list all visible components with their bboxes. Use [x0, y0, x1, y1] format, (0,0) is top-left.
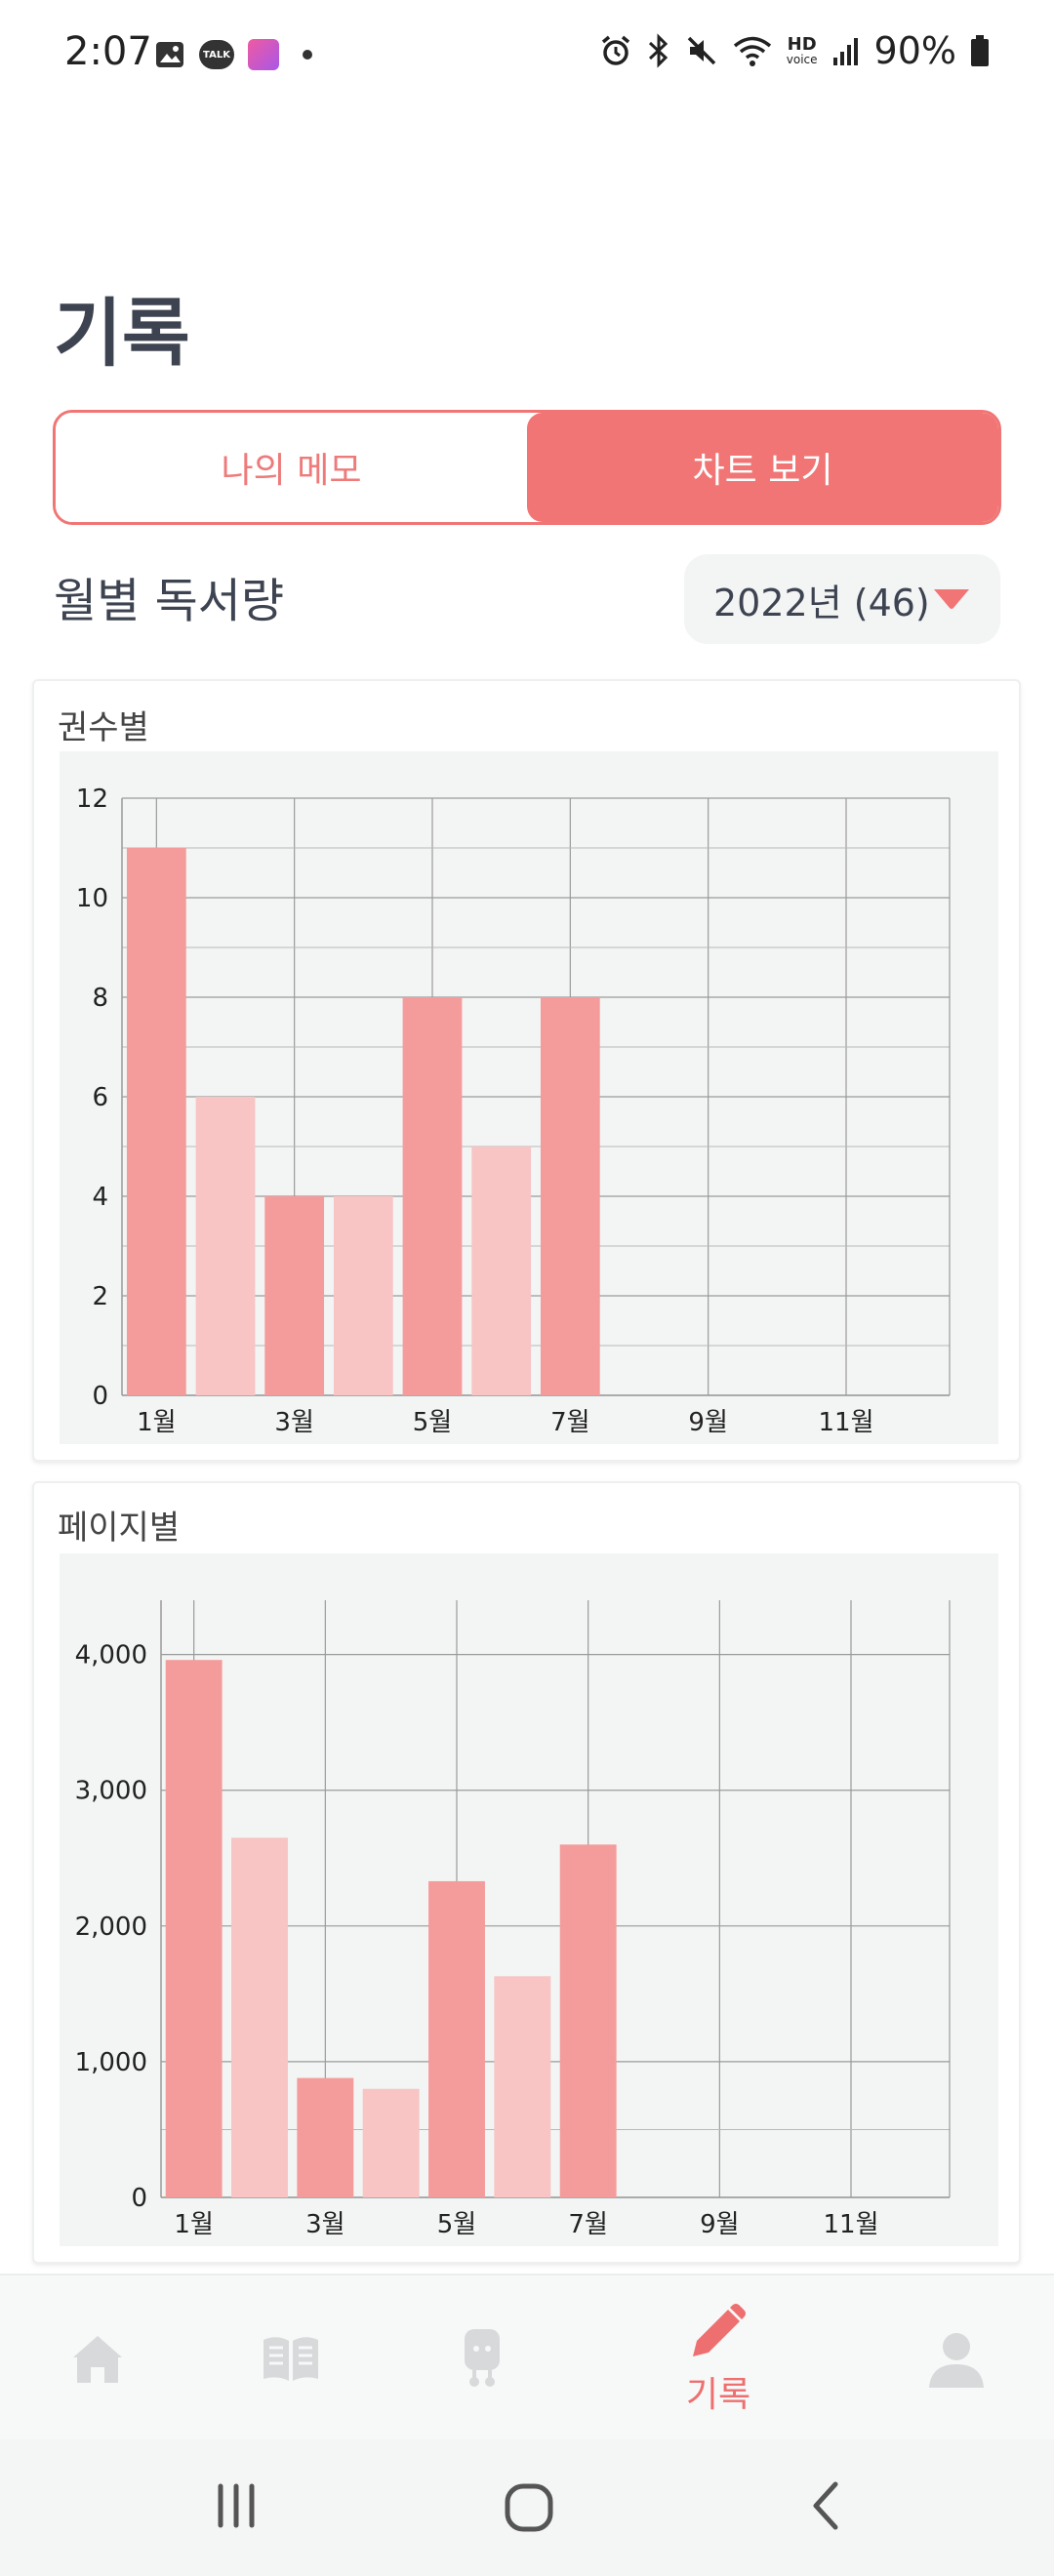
y-tick-label: 8 [92, 984, 108, 1013]
system-nav-bar [0, 2439, 1054, 2576]
x-tick-label: 3월 [274, 1408, 313, 1437]
bar-6월 [471, 1147, 532, 1395]
books-bar-chart: 0 2 4 6 8 10 12 1월 3월 5월 7월 9월 11월 [60, 751, 998, 1444]
bar-2월 [195, 1097, 256, 1395]
bar-4월 [362, 2088, 420, 2197]
y-tick-label: 3,000 [75, 1777, 147, 1806]
y-tick-label: 4 [92, 1183, 108, 1212]
nav-profile[interactable] [888, 2275, 1025, 2441]
bar-5월 [402, 997, 463, 1395]
gallery-icon [156, 42, 183, 67]
bottom-nav: 기록 [0, 2274, 1054, 2441]
tab-chart-view[interactable]: 차트 보기 [527, 413, 998, 522]
hd-voice-icon: HD voice [786, 34, 818, 66]
x-tick-label: 1월 [174, 2210, 213, 2239]
mute-icon [687, 36, 716, 65]
nav-records-label: 기록 [685, 2375, 751, 2415]
y-tick-label: 2 [92, 1282, 108, 1311]
y-tick-label: 4,000 [75, 1641, 147, 1670]
tab-my-memo[interactable]: 나의 메모 [56, 413, 527, 522]
bar-3월 [297, 2077, 354, 2197]
y-tick-label: 6 [92, 1083, 108, 1112]
page-title: 기록 [54, 290, 190, 377]
notification-icons: TALK [154, 39, 312, 70]
bar-1월 [165, 1660, 223, 2197]
x-tick-label: 11월 [823, 2210, 878, 2239]
chart-card-pages: 페이지별 0 1,000 2,000 3,000 4,000 1월 3월 5월 7월 9월 11월 [32, 1481, 1021, 2264]
x-tick-label: 9월 [700, 2210, 739, 2239]
y-tick-label: 10 [76, 884, 108, 913]
y-tick-label: 2,000 [75, 1912, 147, 1942]
bar-1월 [126, 848, 186, 1395]
status-bar: 2:07 TALK HD voice 90% [0, 0, 1054, 117]
back-icon[interactable] [804, 2478, 847, 2533]
chart-title: 권수별 [58, 708, 149, 747]
x-tick-label: 5월 [413, 1408, 452, 1437]
battery-icon [971, 35, 989, 66]
y-tick-label: 0 [131, 2184, 147, 2213]
caret-down-icon [934, 589, 969, 609]
year-dropdown[interactable]: 2022년 (46) [684, 554, 1000, 644]
battery-percent: 90% [873, 29, 956, 72]
nav-library[interactable] [223, 2275, 359, 2441]
signal-icon [832, 38, 858, 65]
app-notification-icon [248, 39, 279, 70]
recent-apps-icon[interactable] [209, 2478, 264, 2533]
nav-home[interactable] [29, 2275, 166, 2441]
more-notifications-dot [303, 50, 312, 60]
pages-bar-chart: 0 1,000 2,000 3,000 4,000 1월 3월 5월 7월 9월 11월 [60, 1553, 998, 2246]
kakaotalk-icon: TALK [199, 40, 234, 69]
y-tick-label: 12 [76, 785, 108, 814]
x-tick-label: 11월 [818, 1408, 873, 1437]
bar-3월 [264, 1196, 325, 1395]
voice-label: voice [786, 53, 818, 66]
bar-7월 [540, 997, 600, 1395]
x-tick-label: 7월 [550, 1408, 589, 1437]
bluetooth-icon [648, 33, 668, 68]
home-icon [73, 2336, 122, 2383]
profile-icon [929, 2333, 984, 2388]
bar-6월 [494, 1976, 551, 2197]
chart-card-books: 권수별 0 2 4 6 8 10 12 1월 3월 5월 7월 9월 11월 [32, 679, 1021, 1462]
x-tick-label: 1월 [137, 1408, 176, 1437]
pencil-icon [693, 2304, 746, 2356]
hd-label: HD [787, 34, 817, 55]
system-status-icons: HD voice 90% [599, 29, 990, 72]
bar-4월 [333, 1196, 393, 1395]
y-tick-label: 0 [92, 1382, 108, 1411]
year-dropdown-value: 2022년 (46) [713, 581, 930, 624]
x-tick-label: 7월 [568, 2210, 607, 2239]
robot-icon [465, 2329, 500, 2387]
nav-records[interactable]: 기록 [650, 2275, 787, 2441]
section-title: 월별 독서량 [54, 574, 285, 628]
wifi-icon [733, 36, 771, 66]
book-icon [264, 2337, 318, 2381]
status-time: 2:07 [64, 29, 152, 74]
chart-title: 페이지별 [58, 1509, 181, 1548]
bar-7월 [559, 1844, 617, 2197]
y-tick-label: 1,000 [75, 2048, 147, 2077]
alarm-icon [601, 35, 629, 65]
x-tick-label: 5월 [437, 2210, 476, 2239]
bar-2월 [231, 1837, 288, 2197]
home-button-icon[interactable] [500, 2478, 558, 2537]
nav-bot[interactable] [414, 2275, 550, 2441]
x-tick-label: 9월 [688, 1408, 727, 1437]
bar-5월 [428, 1880, 485, 2197]
x-tick-label: 3월 [305, 2210, 345, 2239]
view-toggle: 나의 메모 차트 보기 [53, 410, 1001, 525]
